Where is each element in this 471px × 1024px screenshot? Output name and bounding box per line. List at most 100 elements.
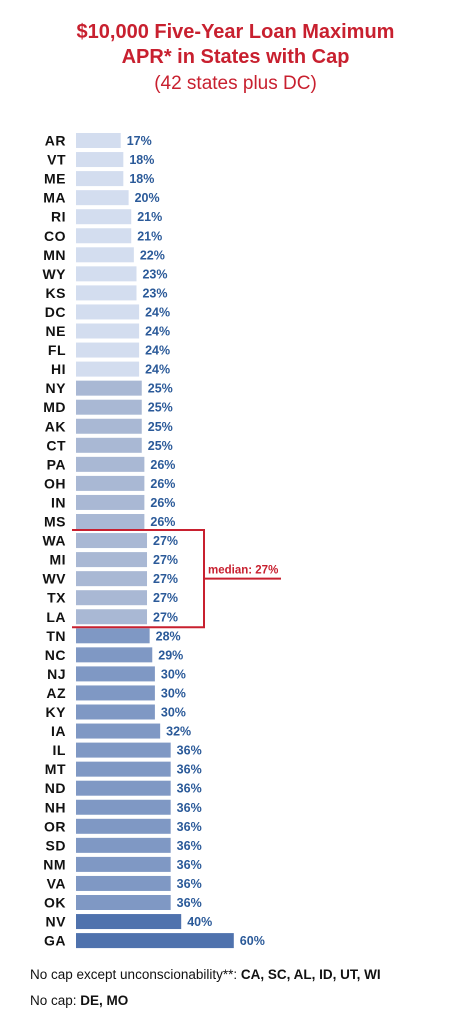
state-label-ky: KY	[46, 704, 67, 720]
value-label-ks: 23%	[142, 286, 167, 300]
state-label-tn: TN	[46, 628, 66, 644]
state-label-ar: AR	[45, 133, 66, 149]
state-label-la: LA	[46, 609, 66, 625]
bar-ma	[76, 190, 129, 206]
bar-mn	[76, 247, 134, 263]
bar-md	[76, 399, 142, 415]
bar-ga	[76, 933, 234, 949]
state-label-nd: ND	[45, 780, 66, 796]
bar-ny	[76, 380, 142, 396]
chart-title-line-1: $10,000 Five-Year Loan Maximum	[76, 21, 395, 43]
value-label-hi: 24%	[145, 363, 170, 377]
state-label-dc: DC	[45, 304, 66, 320]
bar-oh	[76, 475, 145, 491]
state-label-mn: MN	[43, 247, 66, 263]
value-label-mi: 27%	[153, 553, 178, 567]
state-label-ak: AK	[45, 418, 66, 434]
value-label-vt: 18%	[129, 153, 154, 167]
bar-hi	[76, 361, 140, 377]
bar-la	[76, 609, 148, 625]
state-label-nm: NM	[43, 856, 66, 872]
bar-wa	[76, 533, 148, 549]
state-label-oh: OH	[44, 475, 66, 491]
state-label-nh: NH	[45, 799, 66, 815]
state-label-ma: MA	[43, 190, 66, 206]
value-label-sd: 36%	[177, 839, 202, 853]
state-label-tx: TX	[47, 590, 66, 606]
bar-fl	[76, 342, 140, 358]
bar-ky	[76, 704, 155, 720]
state-label-ri: RI	[51, 209, 66, 225]
state-label-vt: VT	[47, 152, 66, 168]
state-label-nj: NJ	[47, 666, 66, 682]
bar-ct	[76, 437, 142, 453]
chart-title-line-2: APR* in States with Cap	[121, 46, 350, 68]
footnote-unconscionability-text: No cap except unconscionability**:	[30, 967, 241, 982]
value-label-ky: 30%	[161, 706, 186, 720]
value-label-nv: 40%	[187, 915, 212, 929]
chart-subtitle: (42 states plus DC)	[154, 73, 317, 94]
bar-va	[76, 875, 171, 891]
bar-co	[76, 228, 132, 244]
state-label-nc: NC	[45, 647, 66, 663]
value-label-nm: 36%	[177, 858, 202, 872]
state-label-ct: CT	[46, 437, 66, 453]
bar-tn	[76, 628, 150, 644]
state-label-md: MD	[43, 399, 66, 415]
bar-nd	[76, 780, 171, 796]
bar-mt	[76, 761, 171, 777]
state-label-sd: SD	[46, 837, 66, 853]
bar-me	[76, 171, 124, 187]
bar-nv	[76, 914, 182, 930]
value-label-ga: 60%	[240, 934, 265, 948]
state-label-wa: WA	[42, 533, 66, 549]
footnote-no-cap-text: No cap:	[30, 993, 81, 1008]
bar-ak	[76, 418, 142, 434]
value-label-ms: 26%	[150, 515, 175, 529]
bar-tx	[76, 590, 148, 606]
value-label-nh: 36%	[177, 801, 202, 815]
value-label-nd: 36%	[177, 782, 202, 796]
bar-nm	[76, 856, 171, 872]
bar-ks	[76, 285, 137, 301]
value-label-fl: 24%	[145, 344, 170, 358]
bar-ne	[76, 323, 140, 339]
state-label-fl: FL	[48, 342, 66, 358]
value-label-ar: 17%	[127, 134, 152, 148]
value-label-ne: 24%	[145, 325, 170, 339]
footnote-no-cap-states: DE, MO	[80, 993, 129, 1008]
value-label-mn: 22%	[140, 248, 165, 262]
state-label-me: ME	[44, 171, 66, 187]
value-label-oh: 26%	[150, 477, 175, 491]
value-label-nj: 30%	[161, 667, 186, 681]
value-label-in: 26%	[150, 496, 175, 510]
state-label-nv: NV	[46, 914, 67, 930]
state-label-co: CO	[44, 228, 66, 244]
value-label-il: 36%	[177, 744, 202, 758]
median-label: median: 27%	[208, 565, 278, 577]
bar-or	[76, 818, 171, 834]
value-label-ct: 25%	[148, 439, 173, 453]
bar-dc	[76, 304, 140, 320]
bar-in	[76, 494, 145, 510]
state-label-in: IN	[51, 494, 66, 510]
value-label-wy: 23%	[142, 267, 167, 281]
bar-mi	[76, 552, 148, 568]
value-label-ak: 25%	[148, 420, 173, 434]
value-label-md: 25%	[148, 401, 173, 415]
state-label-ny: NY	[46, 380, 67, 396]
value-label-pa: 26%	[150, 458, 175, 472]
state-label-va: VA	[47, 875, 66, 891]
state-label-ga: GA	[44, 933, 66, 949]
state-label-wy: WY	[42, 266, 66, 282]
bar-il	[76, 742, 171, 758]
value-label-co: 21%	[137, 229, 162, 243]
bar-wy	[76, 266, 137, 282]
bar-wv	[76, 571, 148, 587]
footnote-unconscionability: No cap except unconscionability**: CA, S…	[30, 966, 381, 984]
state-label-il: IL	[53, 742, 66, 758]
value-label-va: 36%	[177, 877, 202, 891]
bar-ms	[76, 514, 145, 529]
value-label-mt: 36%	[177, 763, 202, 777]
state-label-ne: NE	[46, 323, 66, 339]
